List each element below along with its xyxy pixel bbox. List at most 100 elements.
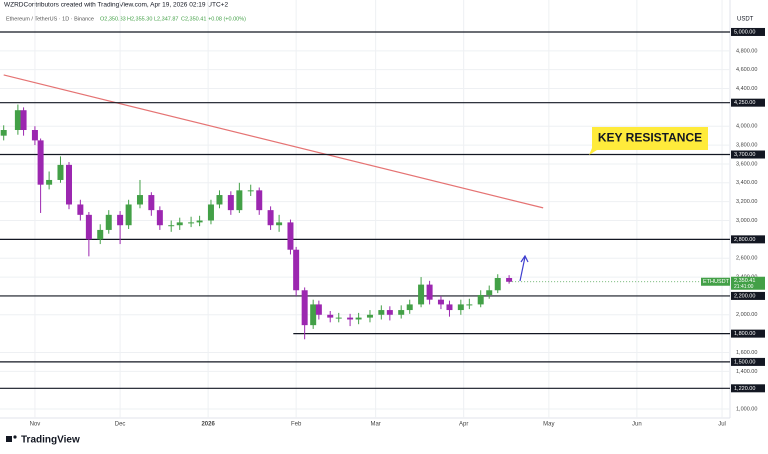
level-label-box (731, 150, 765, 159)
plot: Nov Dec 2026 Feb Mar Apr May Jun Jul 4,800.00 4,60… (0, 0, 765, 428)
candle-body (188, 222, 195, 224)
y-tick-label: 4,400.00 (736, 86, 757, 92)
x-tick-label: Dec (115, 422, 126, 428)
logo-dot (13, 435, 17, 439)
callout: KEY RESISTANCE (589, 127, 708, 155)
y-tick-label: 1,000.00 (736, 406, 757, 412)
candle-body (236, 190, 243, 211)
symbol: Ethereum / TetherUS · 1D · Binance (6, 16, 94, 22)
last-price-label: 2,350.41 (734, 278, 755, 284)
level-label: 1,800.00 (734, 331, 755, 337)
candle-body (65, 164, 72, 205)
candle-body (477, 294, 484, 305)
candle-body (418, 284, 425, 305)
candle-body (347, 317, 354, 320)
candle-body (315, 304, 322, 315)
ohlc-high: H2,355.30 (127, 16, 152, 22)
candle-body (276, 222, 283, 226)
level-label-box (731, 235, 765, 244)
candle-body (386, 310, 393, 315)
candle-body (287, 222, 294, 250)
credit: WZRDContributors created with TradingVie… (4, 2, 228, 9)
candle-body (14, 110, 21, 131)
candle-body (378, 310, 385, 315)
candle-body (117, 214, 124, 226)
last-price-symbol: ETHUSDT (703, 279, 730, 285)
candle-body (136, 195, 143, 205)
candle-body (506, 278, 513, 282)
candle-body (355, 317, 362, 320)
candle-body (57, 164, 64, 180)
candle-body (148, 195, 155, 211)
callout-box (589, 127, 708, 155)
currency: USDT (737, 17, 754, 23)
candle-body (366, 314, 373, 318)
level-label-box (731, 98, 765, 107)
level-label-box (731, 357, 765, 366)
y-tick-label: 3,600.00 (736, 161, 757, 167)
ohlc-close: C2,350.41 (181, 16, 206, 22)
level-label-box (731, 291, 765, 300)
trendline (3, 74, 544, 209)
level-label-box (731, 384, 765, 393)
candle-body (46, 179, 53, 185)
candle-body (398, 310, 405, 315)
x-tick-label: Jun (632, 422, 642, 428)
x-tick-label: Jul (718, 422, 726, 428)
candle-body (216, 195, 223, 205)
level-label: 2,800.00 (734, 237, 755, 243)
candle-body (466, 304, 473, 306)
y-tick-label: 3,800.00 (736, 143, 757, 149)
y-tick-label: 3,400.00 (736, 180, 757, 186)
y-tick-label: 4,600.00 (736, 67, 757, 73)
candle-body (446, 304, 453, 311)
level-label: 4,250.00 (734, 100, 755, 106)
x-tick-label: Mar (370, 422, 380, 428)
level-label: 5,000.00 (734, 29, 755, 35)
candle-body (247, 190, 254, 192)
y-tick-label: 3,000.00 (736, 218, 757, 224)
ohlc-low: L2,347.87 (154, 16, 178, 22)
candle-body (457, 304, 464, 311)
ohlc-change: +0.08 (+0.00%) (208, 16, 246, 22)
logo: TradingView (6, 435, 80, 446)
y-tick-label: 2,000.00 (736, 312, 757, 318)
candle-body (168, 225, 175, 227)
candle-body (227, 195, 234, 211)
y-tick-label: 1,600.00 (736, 350, 757, 356)
logo-mark (6, 436, 12, 442)
candle-body (335, 317, 342, 319)
candle-body (85, 214, 92, 240)
candle-body (426, 284, 433, 300)
level-label: 1,500.00 (734, 359, 755, 365)
x-tick-label: May (543, 422, 554, 428)
candle-body (20, 110, 27, 131)
candle-body (486, 290, 493, 295)
candle-body (207, 204, 214, 221)
candle-body (156, 210, 163, 226)
candle-body (301, 290, 308, 326)
x-tick-label: Nov (30, 422, 41, 428)
arrow (519, 254, 529, 282)
y-tick-label: 2,600.00 (736, 256, 757, 262)
candle-body (293, 249, 300, 291)
ohlc-open: O2,350.33 (100, 16, 126, 22)
x-tick-label: 2026 (201, 422, 215, 428)
candle-body (0, 130, 7, 136)
last-price-symbol-box (701, 277, 730, 286)
candle-body (196, 220, 203, 223)
level-label: 3,700.00 (734, 152, 755, 158)
x-tick-label: Apr (459, 422, 468, 428)
level-label-box (731, 329, 765, 338)
candle-body (97, 229, 104, 240)
candle-body (77, 204, 84, 215)
y-tick-label: 4,000.00 (736, 124, 757, 130)
x-tick-label: Feb (291, 422, 302, 428)
candle-body (310, 304, 317, 326)
last-price-countdown: 21:41:00 (734, 284, 754, 290)
candle-body (327, 314, 334, 318)
level-label: 2,200.00 (734, 293, 755, 299)
candle-body (176, 222, 183, 226)
